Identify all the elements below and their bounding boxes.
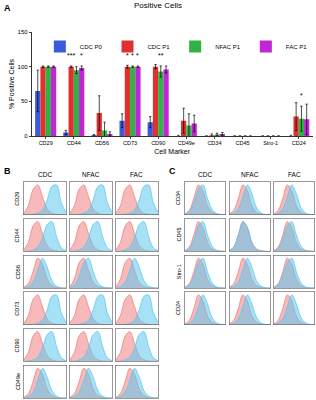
svg-text:CD29: CD29 — [14, 192, 20, 206]
svg-text:CD56: CD56 — [95, 140, 109, 146]
svg-text:CD44: CD44 — [14, 228, 20, 242]
svg-text:*: * — [136, 52, 139, 59]
svg-text:Cell Marker: Cell Marker — [154, 148, 190, 155]
svg-text:NFAC: NFAC — [82, 171, 100, 178]
svg-text:CD73: CD73 — [123, 140, 137, 146]
svg-text:CD49e: CD49e — [15, 373, 21, 390]
svg-text:CD45: CD45 — [235, 140, 249, 146]
svg-text:CD45: CD45 — [176, 228, 182, 242]
svg-text:CD24: CD24 — [175, 301, 181, 315]
svg-text:CDC: CDC — [198, 171, 212, 178]
svg-text:150: 150 — [18, 29, 29, 35]
svg-text:50: 50 — [21, 98, 28, 104]
svg-text:NFAC P1: NFAC P1 — [215, 44, 241, 50]
svg-text:A: A — [4, 3, 11, 13]
svg-text:CD49e: CD49e — [178, 140, 195, 146]
svg-text:NFAC: NFAC — [241, 171, 259, 178]
svg-text:CD73: CD73 — [14, 302, 20, 316]
svg-text:***: *** — [67, 52, 75, 59]
svg-text:% Positive Cells: % Positive Cells — [8, 58, 15, 109]
svg-text:*: * — [300, 92, 303, 99]
svg-text:0: 0 — [24, 133, 28, 139]
svg-text:100: 100 — [18, 64, 29, 70]
svg-text:*: * — [131, 52, 134, 59]
svg-text:*: * — [80, 52, 83, 59]
svg-text:FAC P1: FAC P1 — [286, 44, 307, 50]
svg-text:Stro-1: Stro-1 — [176, 264, 182, 279]
svg-text:CDC: CDC — [38, 171, 52, 178]
svg-text:CD24: CD24 — [292, 140, 306, 146]
svg-text:C: C — [169, 166, 176, 176]
svg-text:CDC P1: CDC P1 — [148, 44, 171, 50]
svg-text:**: ** — [158, 52, 164, 59]
svg-text:CD34: CD34 — [207, 140, 221, 146]
svg-text:Stro-1: Stro-1 — [263, 140, 278, 146]
svg-text:CD90: CD90 — [151, 140, 165, 146]
svg-text:FAC: FAC — [288, 171, 301, 178]
svg-text:CD34: CD34 — [175, 191, 181, 205]
svg-text:CD44: CD44 — [67, 140, 81, 146]
svg-text:CDC P0: CDC P0 — [80, 44, 103, 50]
svg-text:*: * — [126, 52, 129, 59]
svg-text:CD56: CD56 — [15, 265, 21, 279]
svg-text:Positive Cells: Positive Cells — [134, 1, 182, 10]
svg-text:CD90: CD90 — [14, 338, 20, 352]
svg-text:CD29: CD29 — [39, 140, 53, 146]
svg-text:FAC: FAC — [130, 171, 143, 178]
svg-text:B: B — [4, 166, 11, 176]
